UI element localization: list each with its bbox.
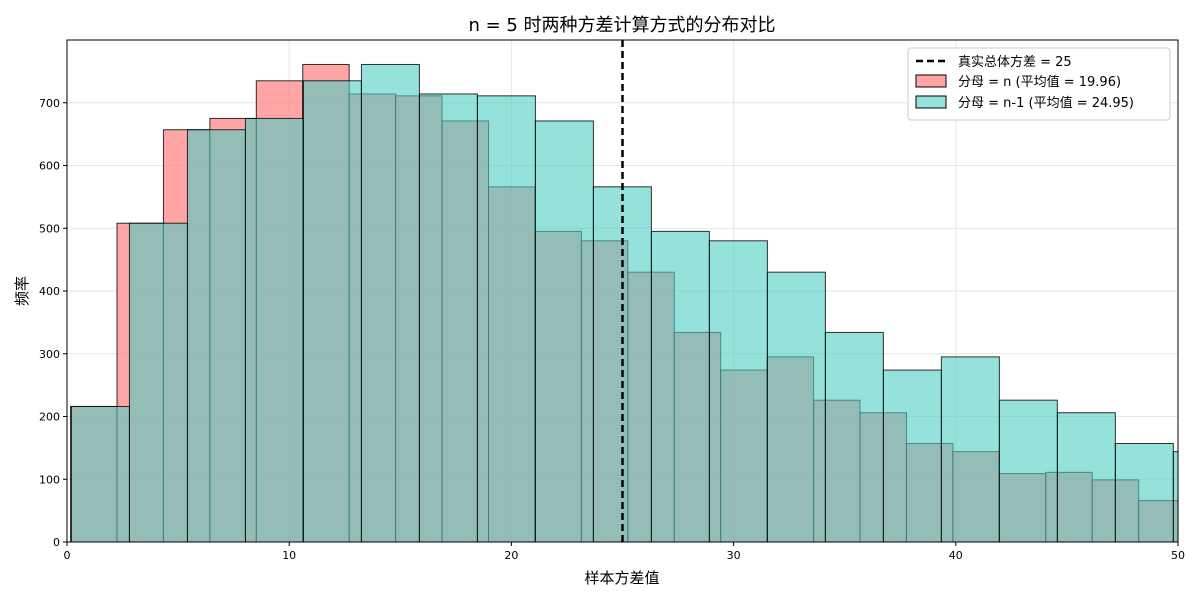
y-tick-label: 100 [39, 473, 60, 486]
bar-denominator-n-minus-1 [534, 120, 594, 542]
x-tick-label: 30 [727, 549, 741, 562]
bar-denominator-n-minus-1 [70, 405, 130, 542]
x-tick-label: 0 [64, 549, 71, 562]
bar-denominator-n-minus-1 [882, 369, 942, 542]
bar-denominator-n-minus-1 [302, 80, 362, 542]
legend-label-reference-line: 真实总体方差 = 25 [958, 54, 1072, 70]
legend: 真实总体方差 = 25 分母 = n (平均值 = 19.96) 分母 = n-1 … [907, 47, 1171, 121]
chart-title: n = 5 时两种方差计算方式的分布对比 [468, 15, 775, 36]
bar-denominator-n-minus-1 [998, 399, 1058, 542]
bar-denominator-n-minus-1 [1056, 412, 1116, 542]
y-tick-label: 500 [39, 222, 60, 235]
legend-label-series: 分母 = n (平均值 = 19.96) [958, 74, 1121, 90]
legend-swatch-series [915, 95, 947, 109]
legend-swatch-series [915, 74, 947, 88]
bar-denominator-n-minus-1 [940, 356, 1000, 542]
bar-denominator-n-minus-1 [418, 93, 478, 542]
x-axis-label: 样本方差值 [584, 569, 659, 587]
bar-denominator-n-minus-1 [824, 331, 884, 542]
legend-label-series: 分母 = n-1 (平均值 = 24.95) [958, 95, 1134, 111]
y-tick-label: 300 [39, 348, 60, 361]
bar-denominator-n-minus-1 [128, 222, 188, 542]
x-tick-label: 50 [1171, 549, 1185, 562]
y-tick-label: 0 [53, 536, 60, 549]
x-axis-ticks: 0 10 20 30 40 50 [64, 542, 1185, 562]
y-axis-label: 频率 [13, 276, 31, 306]
bars-group [70, 63, 1178, 542]
bar-denominator-n-minus-1 [1114, 442, 1174, 542]
bar-denominator-n-minus-1 [360, 63, 420, 542]
y-tick-label: 700 [39, 97, 60, 110]
bar-denominator-n-minus-1 [708, 240, 768, 542]
y-tick-label: 200 [39, 411, 60, 424]
bar-denominator-n-minus-1 [476, 95, 536, 542]
bar-denominator-n-minus-1 [650, 230, 710, 542]
x-tick-label: 40 [949, 549, 963, 562]
x-tick-label: 10 [282, 549, 296, 562]
bar-denominator-n-minus-1 [186, 129, 246, 542]
y-tick-label: 400 [39, 285, 60, 298]
y-tick-label: 600 [39, 160, 60, 173]
y-axis-ticks: 0 100 200 300 400 500 600 700 [39, 97, 67, 549]
bar-denominator-n-minus-1 [1172, 451, 1178, 542]
x-tick-label: 20 [504, 549, 518, 562]
bar-denominator-n-minus-1 [244, 117, 304, 542]
bar-denominator-n-minus-1 [766, 271, 826, 542]
legend-box [907, 47, 1171, 121]
